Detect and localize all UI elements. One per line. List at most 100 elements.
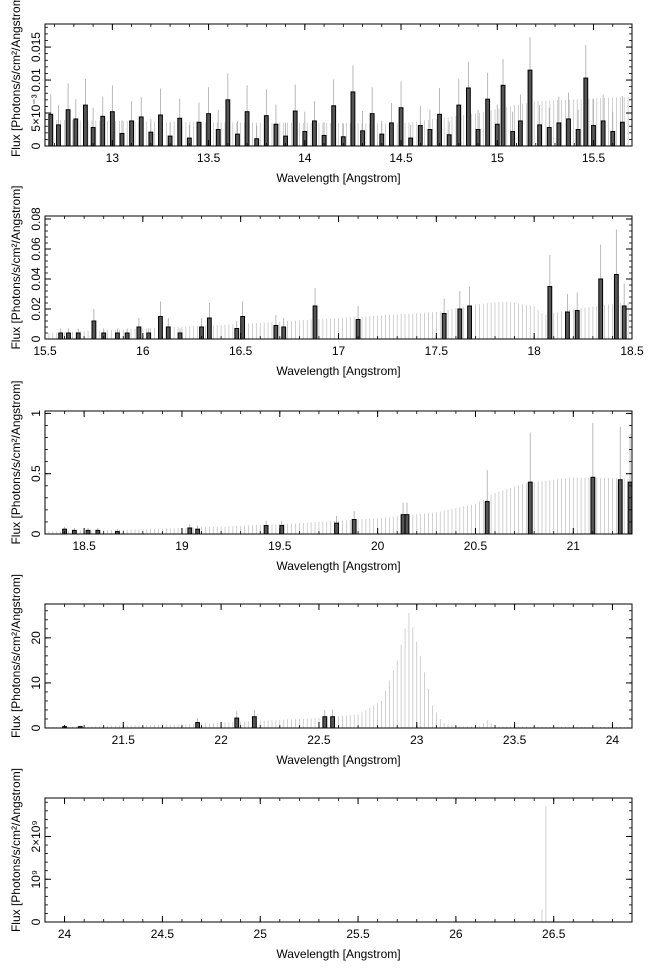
x-tick-label-p3-2: 19.5 — [268, 539, 292, 553]
x-tick-label-p1-5: 15.5 — [582, 151, 606, 165]
y-tick-label-p1-1: 5×10⁻³ — [29, 94, 43, 131]
data-bar-p3-17 — [627, 481, 633, 535]
data-bar-p2-3 — [91, 320, 97, 340]
x-tick-label-p2-1: 16 — [136, 344, 150, 358]
data-bar-p4-5 — [322, 716, 328, 729]
x-tick-label-p1-2: 14 — [298, 151, 312, 165]
data-bar-p2-18 — [312, 305, 318, 340]
data-bar-p3-6 — [195, 528, 201, 535]
plot-frame-p5 — [44, 797, 633, 923]
plot-frame-p1 — [44, 23, 633, 147]
data-bar-p1-16 — [196, 121, 202, 147]
data-bar-p1-55 — [566, 118, 571, 147]
data-bar-p2-20 — [441, 313, 447, 340]
data-bar-p2-7 — [136, 326, 142, 340]
data-bar-p3-8 — [279, 525, 285, 535]
data-bar-p3-3 — [95, 529, 101, 535]
data-bar-p1-46 — [485, 98, 491, 147]
data-bar-p3-9 — [334, 522, 339, 535]
data-bar-p4-2 — [195, 722, 201, 729]
data-bar-p2-15 — [240, 316, 246, 340]
data-bar-p1-0 — [48, 113, 54, 147]
x-tick-label-p5-3: 25.5 — [346, 927, 370, 941]
x-tick-label-p4-0: 21.5 — [112, 733, 136, 747]
y-tick-label-p4-0: 0 — [29, 724, 43, 731]
data-bar-p2-11 — [177, 332, 183, 340]
data-bar-p1-23 — [263, 115, 269, 147]
data-bar-p2-21 — [457, 308, 463, 340]
data-bar-p2-6 — [124, 332, 130, 340]
y-tick-label-p2-0: 0 — [29, 335, 43, 342]
x-tick-label-p4-2: 22.5 — [307, 733, 331, 747]
y-axis-title-p4: Flux [Photons/s/cm²/Angstrom] — [9, 574, 23, 738]
data-bar-p1-2 — [65, 109, 71, 147]
data-bar-p1-22 — [254, 138, 260, 147]
x-tick-label-p2-4: 17.5 — [425, 344, 449, 358]
x-axis-title-p1: Wavelength [Angstrom] — [276, 171, 400, 185]
y-tick-label-p4-1: 10 — [29, 676, 43, 690]
data-bar-p3-15 — [590, 476, 596, 535]
x-tick-label-p1-4: 15 — [491, 151, 505, 165]
x-tick-label-p2-6: 18.5 — [620, 344, 644, 358]
data-bar-p1-24 — [273, 123, 279, 147]
data-bar-p1-48 — [500, 84, 506, 147]
data-bar-p1-54 — [556, 122, 562, 147]
data-bar-p1-42 — [446, 134, 452, 147]
data-bar-p1-20 — [235, 133, 240, 147]
y-tick-label-p4-2: 20 — [29, 631, 43, 645]
data-bar-p1-49 — [510, 130, 516, 147]
y-tick-label-p5-1: 10⁹ — [29, 870, 43, 889]
x-tick-label-p4-3: 23 — [410, 733, 424, 747]
x-tick-label-p5-1: 24.5 — [151, 927, 175, 941]
data-bar-p3-2 — [85, 529, 91, 535]
x-tick-label-p1-3: 14.5 — [389, 151, 413, 165]
y-tick-label-p3-1: 0.5 — [29, 465, 43, 482]
data-bar-p1-56 — [575, 129, 581, 147]
y-axis-title-p1: Flux [Photons/s/cm²/Angstrom] — [9, 0, 23, 157]
x-tick-label-p4-1: 22 — [214, 733, 228, 747]
y-axis-title-p2: Flux [Photons/s/cm²/Angstrom] — [9, 185, 23, 349]
data-bar-p1-1 — [56, 124, 61, 147]
data-bar-p1-18 — [215, 129, 221, 147]
data-bar-p2-25 — [574, 310, 580, 340]
x-tick-label-p5-0: 24 — [58, 927, 72, 941]
data-bar-p2-13 — [206, 317, 212, 340]
data-bar-p2-5 — [114, 332, 120, 340]
data-bar-p4-6 — [330, 716, 336, 729]
data-bar-p3-14 — [527, 481, 533, 535]
data-bar-p1-44 — [466, 87, 471, 147]
data-bar-p1-10 — [138, 116, 144, 147]
y-tick-label-p2-4: 0.08 — [29, 207, 43, 231]
y-tick-label-p1-2: 0.01 — [29, 68, 43, 92]
data-bar-p4-3 — [234, 717, 240, 729]
data-bar-p1-61 — [619, 121, 625, 147]
data-bar-p1-8 — [119, 132, 125, 147]
x-tick-label-p3-3: 20 — [371, 539, 385, 553]
data-bar-p4-4 — [251, 716, 257, 729]
x-tick-label-p2-0: 15.5 — [33, 344, 57, 358]
x-tick-label-p5-2: 25 — [254, 927, 268, 941]
data-bar-p1-6 — [100, 115, 106, 147]
data-bar-p2-1 — [66, 332, 71, 340]
y-tick-label-p1-0: 0 — [29, 142, 43, 149]
y-tick-label-p5-2: 2×10⁹ — [29, 820, 43, 852]
data-bar-p1-12 — [158, 114, 163, 147]
data-bar-p2-22 — [467, 305, 473, 340]
x-axis-title-p4: Wavelength [Angstrom] — [276, 753, 400, 767]
data-bar-p2-26 — [598, 278, 604, 340]
data-bar-p2-27 — [613, 274, 619, 340]
x-tick-label-p3-4: 20.5 — [464, 539, 488, 553]
x-tick-label-p4-4: 23.5 — [503, 733, 527, 747]
data-bar-p3-11 — [400, 514, 406, 535]
y-axis-title-p3: Flux [Photons/s/cm²/Angstrom] — [9, 380, 23, 544]
data-bar-p3-10 — [351, 519, 357, 535]
x-axis-title-p2: Wavelength [Angstrom] — [276, 364, 400, 378]
data-bar-p1-26 — [292, 110, 298, 147]
y-axis-title-p5: Flux [Photons/s/cm²/Angstrom] — [9, 768, 23, 932]
data-bar-p1-57 — [583, 77, 589, 147]
x-axis-title-p3: Wavelength [Angstrom] — [276, 559, 400, 573]
y-tick-label-p3-2: 1 — [29, 410, 43, 417]
x-tick-label-p1-1: 13.5 — [197, 151, 221, 165]
data-bar-p2-9 — [158, 316, 163, 340]
